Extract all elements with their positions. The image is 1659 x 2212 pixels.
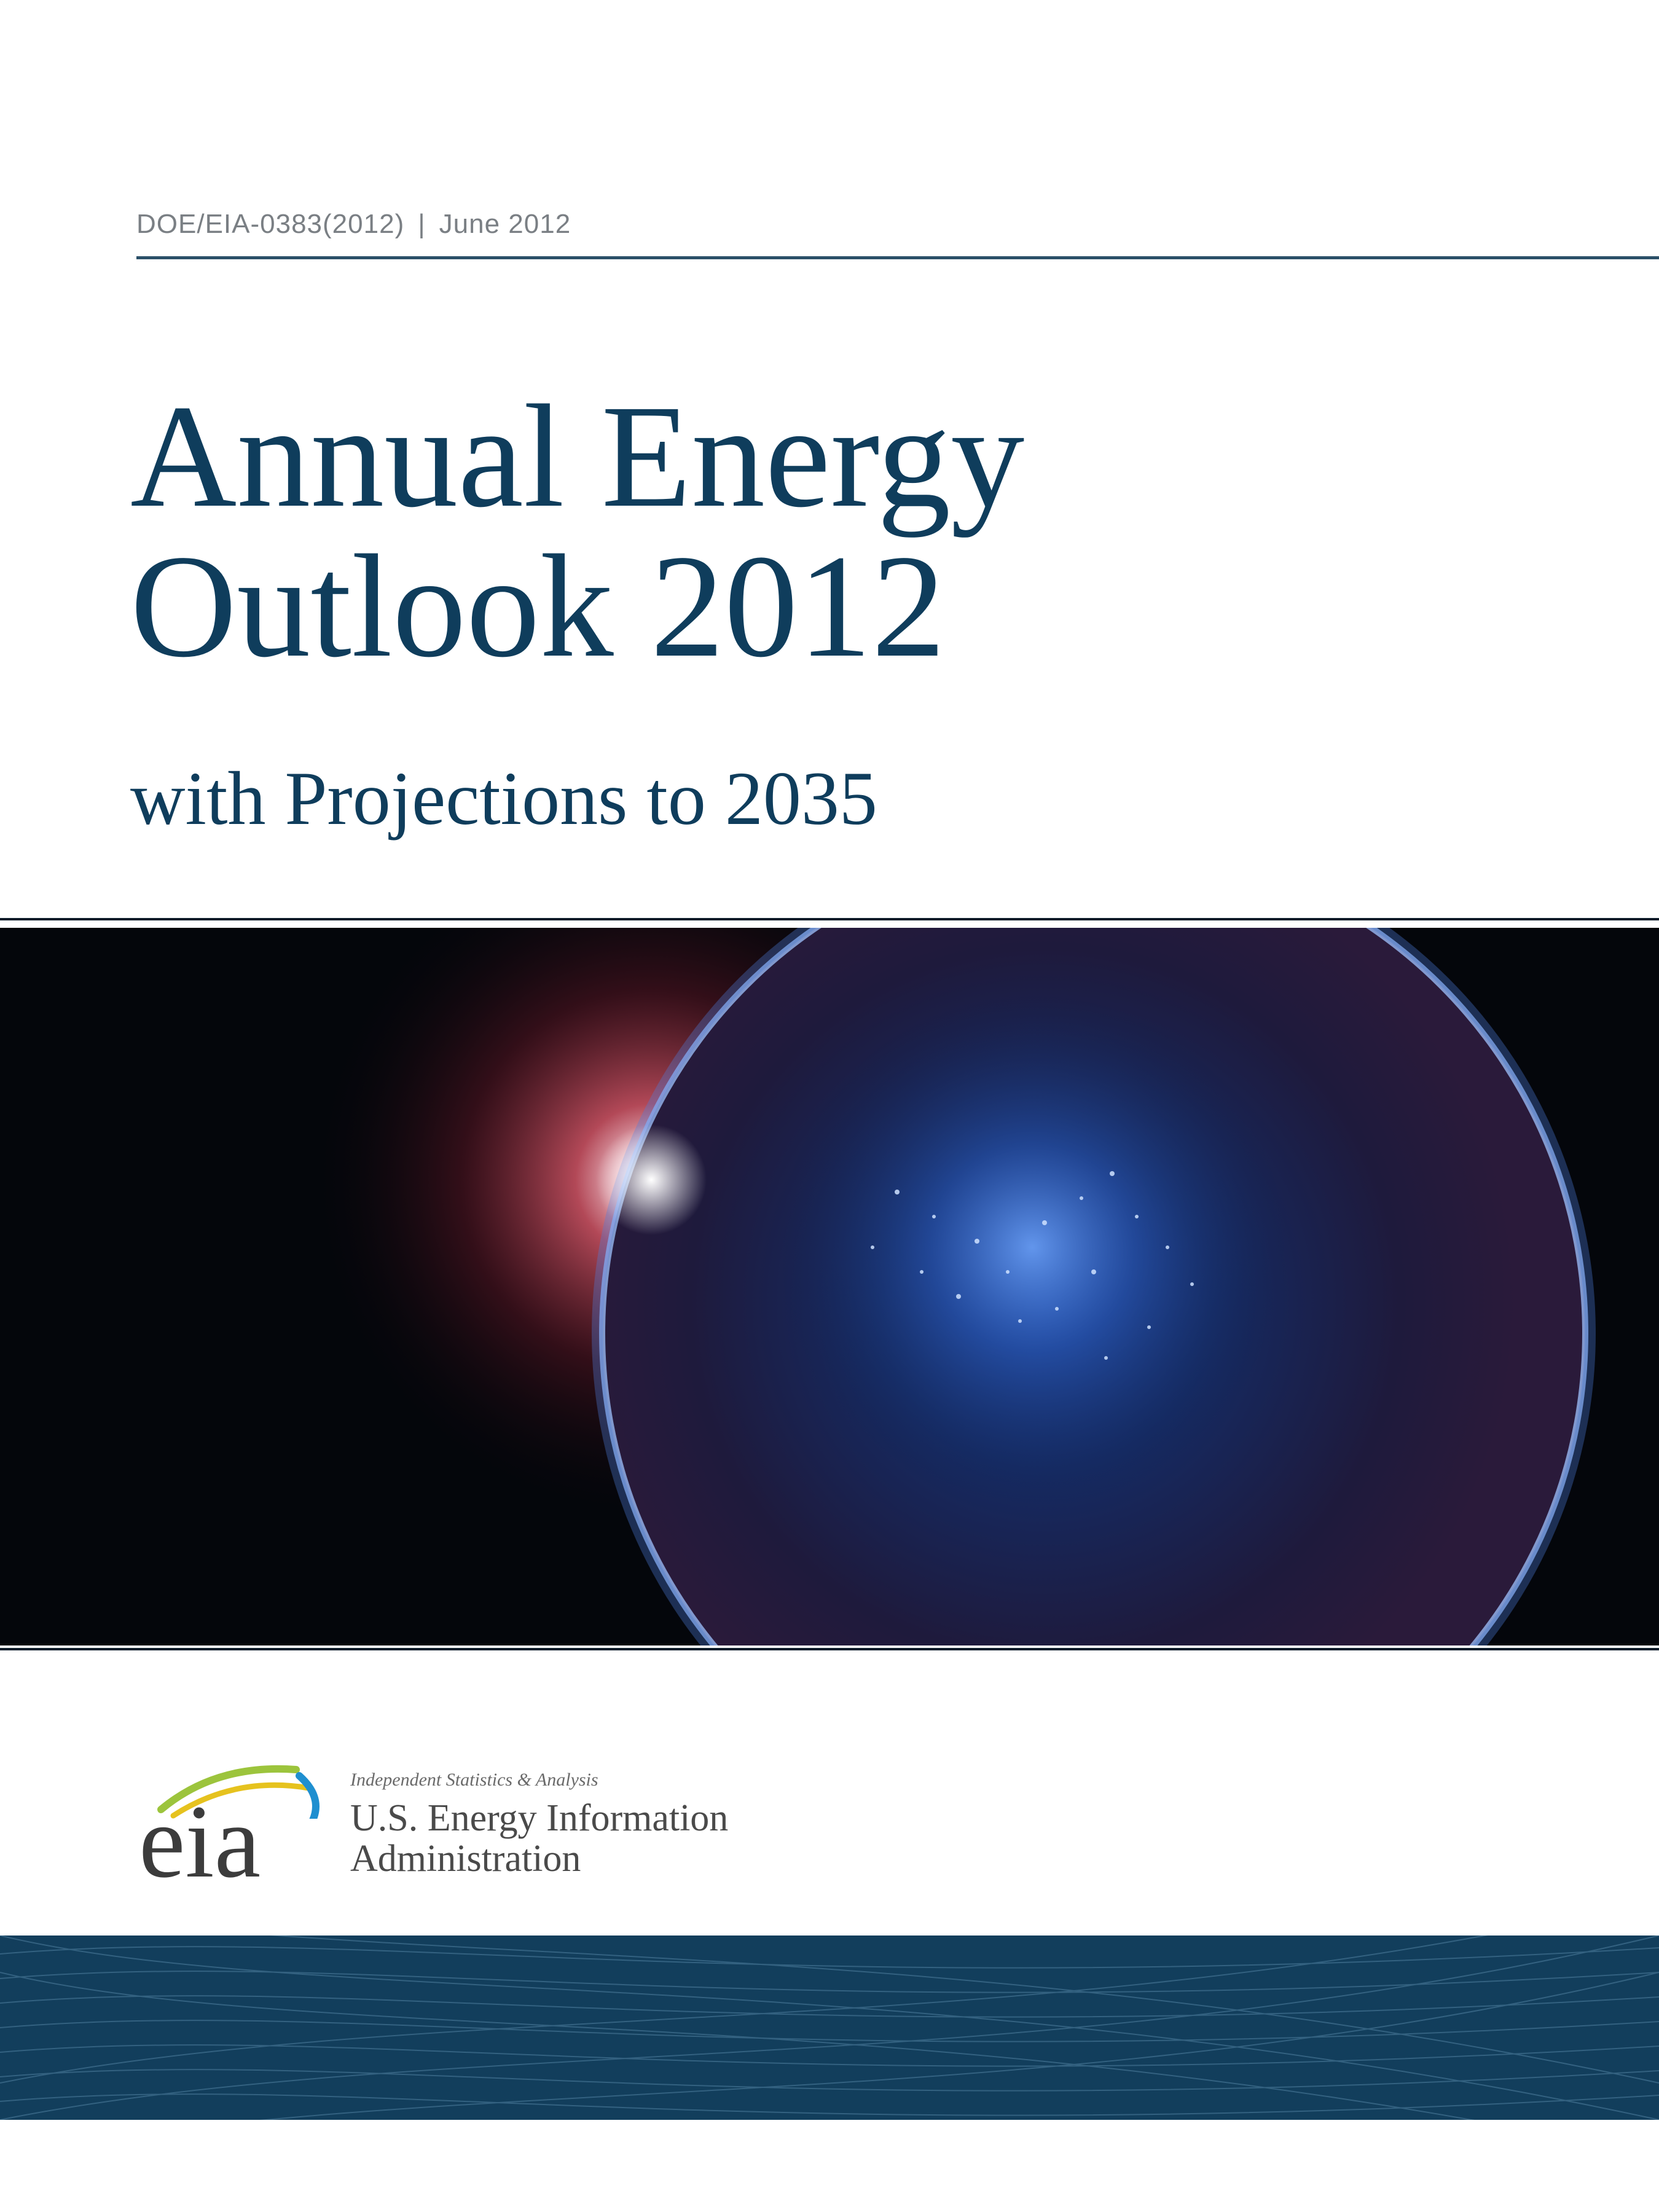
agency-name-line-1: U.S. Energy Information — [350, 1797, 729, 1839]
title-line-2: Outlook 2012 — [130, 524, 946, 688]
agency-name-line-2: Administration — [350, 1838, 581, 1880]
report-subtitle: with Projections to 2035 — [130, 756, 877, 841]
earth-image — [0, 928, 1659, 1645]
eia-swoosh-icon — [157, 1765, 320, 1819]
document-number: DOE/EIA-0383(2012) — [136, 209, 405, 239]
decorative-wave-band — [0, 1936, 1659, 2120]
header-rule — [136, 256, 1659, 259]
header-separator: | — [418, 209, 426, 239]
agency-block: Independent Statistics & Analysis U.S. E… — [350, 1770, 728, 1879]
earth-at-night-icon — [0, 928, 1659, 1645]
publication-date: June 2012 — [439, 209, 571, 239]
mesh-pattern-icon — [0, 1936, 1659, 2120]
eia-logo: eia — [136, 1751, 321, 1894]
photo-bottom-rule — [0, 1648, 1659, 1650]
document-header: DOE/EIA-0383(2012) | June 2012 — [136, 209, 571, 240]
agency-tagline: Independent Statistics & Analysis — [350, 1770, 598, 1790]
photo-top-rule — [0, 918, 1659, 920]
title-line-1: Annual Energy — [130, 374, 1025, 538]
report-title: Annual Energy Outlook 2012 — [130, 381, 1024, 681]
eia-wordmark: eia — [139, 1784, 261, 1899]
